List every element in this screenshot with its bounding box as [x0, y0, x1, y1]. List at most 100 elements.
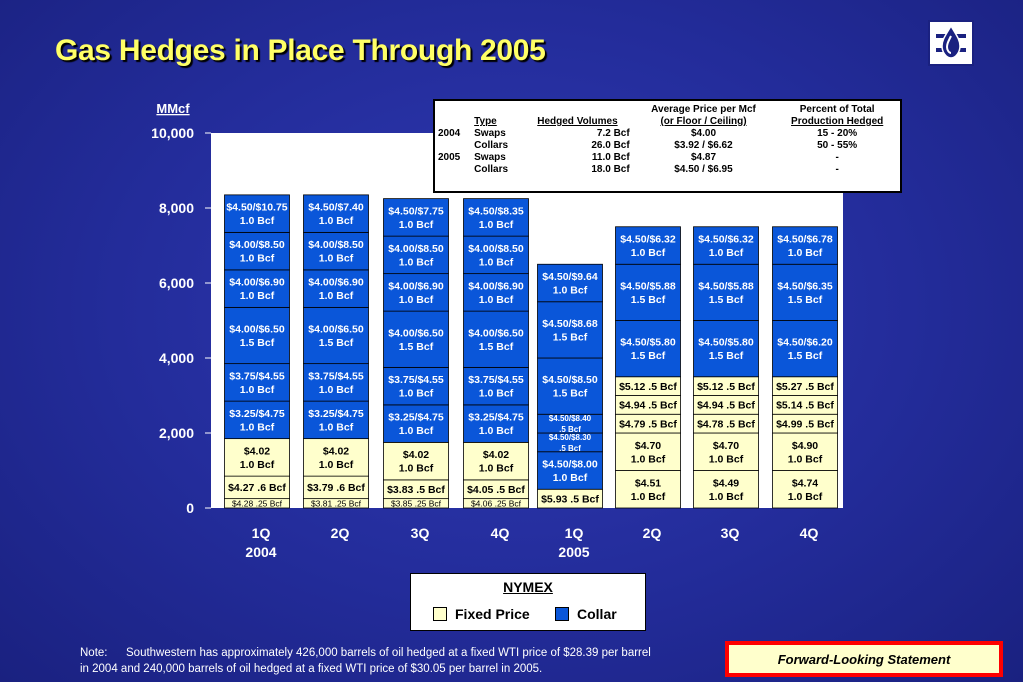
segment-label: 1.5 Bcf [788, 350, 823, 362]
segment-label: $4.99 .5 Bcf [776, 418, 834, 430]
segment-label: 1.0 Bcf [709, 247, 744, 259]
table-row: 2005 Swaps 11.0 Bcf $4.87 - [435, 152, 900, 164]
bar-segment [224, 400, 290, 440]
x-tick-label: 4Q [491, 525, 510, 541]
segment-label: $3.81 .25 Bcf [311, 498, 362, 508]
row-percent: 50 - 55% [817, 140, 858, 151]
segment-label: 1.0 Bcf [399, 425, 434, 437]
bar-segment [303, 269, 369, 308]
note-label: Note: [80, 647, 108, 659]
row-type: Collars [474, 140, 509, 151]
segment-label: 1.0 Bcf [553, 285, 588, 297]
segment-label: 1.5 Bcf [553, 388, 588, 400]
row-percent: - [835, 152, 839, 163]
segment-label: 1.0 Bcf [240, 459, 275, 471]
bar-segment [224, 363, 290, 402]
segment-label: 1.0 Bcf [319, 253, 354, 265]
x-tick-label: 1Q [565, 525, 584, 541]
segment-label: $3.25/$4.75 [229, 408, 285, 420]
segment-label: $4.50/$5.88 [698, 280, 754, 292]
bar-segment [224, 438, 290, 477]
segment-label: 1.0 Bcf [788, 491, 823, 503]
note-line1: Southwestern has approximately 426,000 b… [126, 647, 651, 659]
segment-label: 1.5 Bcf [399, 341, 434, 353]
segment-label: $5.93 .5 Bcf [541, 493, 599, 505]
segment-label: $4.50/$8.40 [549, 414, 592, 423]
segment-label: $5.12 .5 Bcf [697, 381, 755, 393]
row-price: $4.50 / $6.95 [674, 164, 733, 175]
segment-label: $4.02 [483, 449, 509, 461]
hedge-summary-table: Average Price per Mcf Percent of Total T… [433, 99, 902, 193]
row-year [435, 140, 471, 152]
segment-label: 1.5 Bcf [709, 294, 744, 306]
segment-label: 1.0 Bcf [319, 215, 354, 227]
row-type: Swaps [474, 128, 506, 139]
segment-label: $5.12 .5 Bcf [619, 381, 677, 393]
segment-label: $4.49 [713, 477, 739, 489]
table-row: Collars 26.0 Bcf $3.92 / $6.62 50 - 55% [435, 140, 900, 152]
year-label: 2005 [558, 544, 589, 560]
segment-label: $4.28 .25 Bcf [232, 498, 283, 508]
bar-segment [383, 235, 449, 275]
row-volume: 7.2 Bcf [596, 128, 630, 139]
segment-label: $4.70 [713, 440, 739, 452]
segment-label: 1.0 Bcf [319, 384, 354, 396]
legend-swatch-collar [555, 607, 569, 621]
segment-label: 1.0 Bcf [399, 294, 434, 306]
y-tick-label: 10,000 [151, 125, 194, 141]
segment-label: $4.90 [792, 440, 818, 452]
segment-label: $3.75/$4.55 [308, 370, 364, 382]
bar-segment [224, 269, 290, 308]
bar-segment [772, 470, 838, 509]
segment-label: $3.85 .25 Bcf [391, 498, 442, 508]
segment-label: $4.50/$8.50 [542, 374, 598, 386]
segment-label: 1.0 Bcf [631, 491, 666, 503]
segment-label: $4.00/$6.90 [388, 280, 444, 292]
segment-label: $4.00/$6.50 [308, 324, 364, 336]
bar-segment [303, 438, 369, 477]
x-tick-label: 4Q [800, 525, 819, 541]
company-logo-icon [928, 20, 974, 66]
x-tick-label: 2Q [331, 525, 350, 541]
y-tick-label: 0 [186, 500, 194, 516]
price-header-line2: (or Floor / Ceiling) [660, 116, 747, 127]
segment-label: 1.0 Bcf [479, 425, 514, 437]
y-tick-label: 2,000 [159, 425, 194, 441]
segment-label: $4.50/$9.64 [542, 271, 598, 283]
segment-label: $4.50/$6.32 [698, 234, 754, 246]
segment-label: $4.50/$8.35 [468, 205, 524, 217]
segment-label: $4.06 .25 Bcf [471, 498, 522, 508]
page-title: Gas Hedges in Place Through 2005 [55, 34, 546, 67]
segment-label: $4.79 .5 Bcf [619, 418, 677, 430]
segment-label: $3.75/$4.55 [388, 374, 444, 386]
table-row: Collars 18.0 Bcf $4.50 / $6.95 - [435, 164, 900, 176]
forward-looking-statement-box[interactable]: Forward-Looking Statement [725, 641, 1003, 677]
x-tick-label: 1Q [252, 525, 271, 541]
segment-label: 1.0 Bcf [709, 453, 744, 465]
segment-label: 1.0 Bcf [399, 219, 434, 231]
segment-label: $4.94 .5 Bcf [697, 400, 755, 412]
bar-segment [772, 226, 838, 265]
y-tick-label: 4,000 [159, 350, 194, 366]
x-tick-label: 2Q [643, 525, 662, 541]
segment-label: 1.0 Bcf [788, 247, 823, 259]
segment-label: 1.0 Bcf [399, 256, 434, 268]
segment-label: 1.0 Bcf [319, 290, 354, 302]
segment-label: 1.0 Bcf [479, 388, 514, 400]
segment-label: 1.0 Bcf [553, 472, 588, 484]
segment-label: 1.0 Bcf [631, 453, 666, 465]
bar-segment [772, 320, 838, 378]
bar-segment [615, 226, 681, 265]
segment-label: 1.5 Bcf [631, 350, 666, 362]
bar-segment [303, 194, 369, 233]
segment-label: $3.75/$4.55 [229, 370, 285, 382]
segment-label: $4.50/$8.00 [542, 459, 598, 471]
y-tick-label: 6,000 [159, 275, 194, 291]
segment-label: 1.0 Bcf [709, 491, 744, 503]
segment-label: $4.00/$6.50 [388, 327, 444, 339]
legend-item-collar: Collar [555, 606, 617, 622]
legend-label-fixed: Fixed Price [455, 606, 530, 622]
segment-label: 1.5 Bcf [240, 337, 275, 349]
segment-label: 1.0 Bcf [319, 421, 354, 433]
bar-segment [303, 231, 369, 271]
